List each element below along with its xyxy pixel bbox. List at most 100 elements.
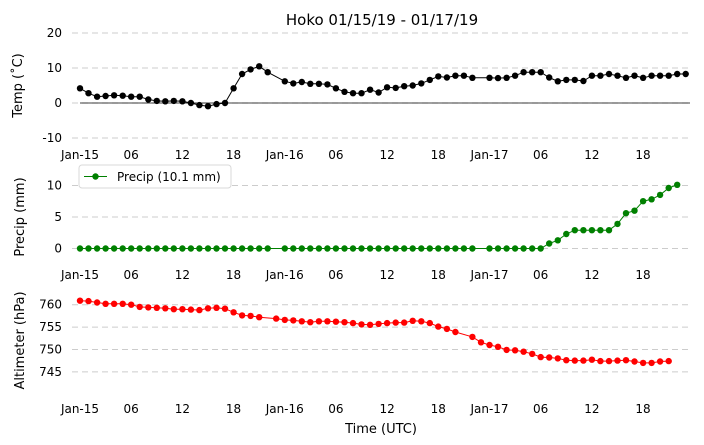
alt-point (546, 354, 553, 361)
precip-point (520, 245, 527, 252)
precip-point (452, 245, 459, 252)
alt-point (273, 315, 280, 322)
precip-x-tick-label: 18 (431, 268, 446, 282)
precip-point (221, 245, 229, 252)
temp-point (503, 74, 510, 82)
alt-x-tick-label: 12 (175, 402, 190, 416)
temp-x-tick-label: Jan-15 (60, 148, 99, 162)
precip-point (469, 245, 476, 252)
alt-point (452, 328, 459, 336)
temp-point (366, 86, 374, 93)
alt-point (563, 357, 570, 364)
alt-point (179, 306, 186, 313)
precip-point (264, 245, 271, 252)
alt-point (85, 297, 92, 305)
altimeter-panel: 745 750 755 760 Altimeter (hPa) Jan-15 06 12 18 J… (13, 291, 690, 416)
precip-point (639, 198, 647, 205)
alt-point (221, 305, 229, 312)
legend: Precip (10.1 mm) (78, 164, 232, 189)
temp-point (119, 92, 126, 99)
temp-x-tick-label: 06 (328, 148, 343, 162)
precip-point (247, 245, 254, 252)
temp-point (622, 74, 630, 82)
alt-point (145, 304, 152, 311)
legend-marker (92, 173, 99, 180)
precip-point (554, 237, 561, 244)
precip-point (136, 245, 143, 252)
temp-point (597, 72, 604, 79)
precip-point (76, 245, 84, 252)
alt-point (307, 319, 314, 326)
alt-x-tick-label: 06 (533, 402, 548, 416)
precip-x-tick-label: 06 (124, 268, 139, 282)
temp-point (426, 76, 433, 84)
alt-point (418, 318, 425, 325)
temp-point (213, 100, 220, 108)
alt-x-tick-label: Jan-15 (60, 402, 99, 416)
precip-point (110, 245, 118, 252)
alt-x-tick-label: 12 (379, 402, 394, 416)
temp-point (682, 70, 689, 78)
temp-point (409, 82, 416, 89)
precip-point (383, 245, 391, 252)
precip-point (486, 245, 493, 252)
chart-title: Hoko 01/15/19 - 01/17/19 (286, 11, 478, 29)
precip-point (375, 245, 382, 252)
precip-point (648, 196, 655, 203)
alt-y-tick-label: 755 (39, 320, 62, 334)
temp-point (614, 72, 621, 79)
alt-point (256, 314, 263, 321)
precip-point (426, 245, 433, 252)
precip-point (503, 245, 510, 252)
precip-point (204, 245, 212, 252)
precip-point (162, 245, 169, 252)
temp-point (128, 93, 135, 100)
temp-point (230, 85, 237, 92)
precip-point (358, 245, 365, 252)
precip-point (656, 191, 664, 199)
alt-point (238, 312, 246, 319)
alt-point (366, 321, 374, 328)
alt-point (298, 318, 305, 325)
precip-point (332, 245, 340, 252)
precip-y-tick-label: 5 (54, 210, 62, 224)
alt-point (511, 347, 519, 354)
temp-point (665, 72, 672, 79)
precip-point (418, 245, 425, 252)
alt-point (290, 317, 297, 324)
precip-point (213, 245, 220, 252)
temp-point (153, 97, 160, 105)
temp-x-tick-label: 12 (175, 148, 190, 162)
alt-point (128, 301, 135, 308)
precip-point (298, 245, 305, 252)
alt-point (580, 357, 587, 364)
alt-point (426, 319, 433, 327)
precip-point (605, 227, 613, 234)
precip-y-tick-label: 10 (47, 178, 62, 192)
precip-point (571, 227, 578, 234)
alt-point (554, 355, 561, 362)
temp-point (110, 92, 118, 99)
alt-point (639, 359, 647, 367)
temp-point (179, 98, 186, 105)
alt-point (622, 357, 630, 364)
temp-y-tick-label: 0 (54, 96, 62, 110)
alt-point (375, 320, 382, 328)
temp-point (298, 78, 305, 86)
precip-point (622, 210, 630, 217)
temp-point (639, 74, 647, 82)
precip-x-tick-label: 06 (533, 268, 548, 282)
temp-point (76, 85, 84, 92)
alt-point (571, 357, 578, 364)
temp-point (401, 83, 408, 90)
temp-point (537, 69, 544, 76)
alt-point (110, 300, 118, 307)
alt-point (486, 341, 493, 349)
temp-x-tick-label: 18 (635, 148, 650, 162)
alt-point (187, 306, 195, 313)
alt-point (597, 357, 604, 365)
legend-entry: Precip (10.1 mm) (117, 170, 221, 184)
temp-point (221, 99, 229, 107)
temp-point (656, 72, 664, 79)
x-axis-label: Time (UTC) (344, 422, 417, 437)
